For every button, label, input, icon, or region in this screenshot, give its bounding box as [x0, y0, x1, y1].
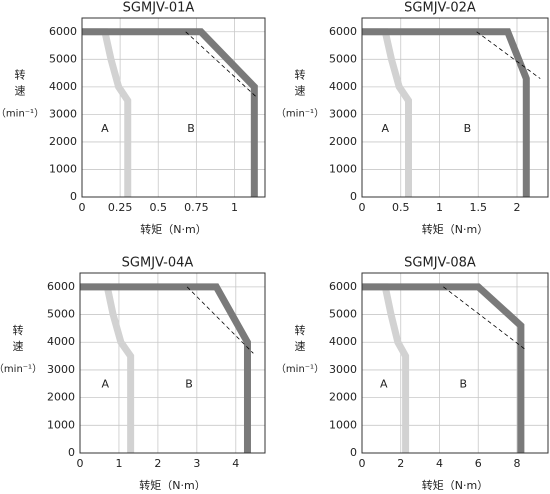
y-tick-label: 6000 [329, 280, 357, 293]
curve [362, 28, 530, 197]
y-tick-label: 3000 [47, 363, 75, 376]
chart-title: SGMJV-08A [404, 256, 476, 271]
y-tick-label: 2000 [329, 391, 357, 404]
region-label: A [380, 378, 388, 391]
plot-frame [79, 272, 266, 454]
panel: 0 1000 2000 3000 4000 5000 6000 0 2 4 6 8 A B SGMJV-08… [276, 256, 549, 492]
y-axis-label: 转 [13, 323, 24, 337]
y-tick-label: 3000 [329, 107, 357, 120]
dashed-line [186, 286, 254, 354]
y-tick-label: 5000 [49, 52, 77, 65]
dashed-line [476, 31, 541, 79]
x-tick-label: 0 [79, 201, 86, 214]
chart-title: SGMJV-02A [404, 1, 476, 16]
dashed-line [185, 31, 258, 99]
x-tick-label: 0.25 [108, 201, 133, 214]
x-tick-label: 6 [475, 457, 482, 470]
region-label: B [187, 122, 195, 135]
curve [80, 283, 251, 453]
y-tick-label: 1000 [329, 162, 357, 175]
y-tick-label: 3000 [49, 107, 77, 120]
y-axis-label: 转 [15, 68, 26, 82]
x-tick-label: 4 [436, 457, 443, 470]
curve [362, 283, 525, 453]
x-axis-label: 转矩（N·m） [139, 478, 205, 490]
region-label: A [101, 122, 109, 135]
y-tick-label: 1000 [49, 162, 77, 175]
plot-frame [361, 17, 549, 198]
region-label: A [381, 122, 389, 135]
x-tick-label: 1 [231, 201, 238, 214]
y-tick-label: 1000 [47, 418, 75, 431]
x-tick-label: 2 [514, 201, 521, 214]
y-tick-label: 0 [70, 190, 77, 203]
x-tick-label: 0.75 [184, 201, 209, 214]
y-tick-label: 5000 [329, 308, 357, 321]
y-axis-label: 速 [295, 85, 306, 98]
x-tick-label: 0 [359, 201, 366, 214]
y-tick-label: 0 [350, 190, 357, 203]
x-tick-label: 4 [232, 457, 239, 470]
x-tick-label: 1 [436, 201, 443, 214]
chart-title: SGMJV-01A [123, 1, 195, 16]
y-tick-label: 5000 [47, 308, 75, 321]
x-axis-label: 转矩（N·m） [422, 478, 488, 490]
curve [82, 28, 258, 197]
y-tick-label: 4000 [329, 80, 357, 93]
chart-title: SGMJV-04A [122, 256, 194, 271]
y-tick-label: 3000 [329, 363, 357, 376]
y-axis-label: 转 [295, 323, 306, 337]
y-axis-label: 速 [295, 340, 306, 353]
plot-frame [81, 17, 266, 198]
y-axis-unit: （min⁻¹） [0, 108, 44, 120]
dashed-line [443, 286, 527, 351]
x-tick-label: 0.5 [150, 201, 168, 214]
x-tick-label: 8 [514, 457, 521, 470]
y-axis-label: 速 [13, 340, 24, 353]
x-tick-label: 1.5 [470, 201, 488, 214]
y-tick-label: 4000 [49, 80, 77, 93]
y-tick-label: 2000 [329, 135, 357, 148]
y-tick-label: 6000 [329, 25, 357, 38]
x-tick-label: 0 [77, 457, 84, 470]
x-tick-label: 0.5 [392, 201, 410, 214]
y-tick-label: 6000 [47, 280, 75, 293]
panel: 0 1000 2000 3000 4000 5000 6000 0 1 2 3 4 A B SGMJV-04… [0, 256, 266, 492]
x-tick-label: 2 [397, 457, 404, 470]
x-axis-label: 转矩（N·m） [140, 222, 206, 236]
plot-frame [361, 272, 549, 454]
y-tick-label: 4000 [329, 335, 357, 348]
x-tick-label: 0 [359, 457, 366, 470]
y-axis-label: 速 [15, 85, 26, 98]
y-tick-label: 6000 [49, 25, 77, 38]
region-label: B [464, 122, 472, 135]
y-tick-label: 5000 [329, 52, 357, 65]
region-label: A [102, 378, 110, 391]
y-tick-label: 2000 [49, 135, 77, 148]
x-tick-label: 2 [154, 457, 161, 470]
x-axis-label: 转矩（N·m） [422, 222, 488, 236]
panel: 0 1000 2000 3000 4000 5000 6000 0 0.25 0.5 0.75 1 A B… [0, 1, 266, 236]
y-tick-label: 1000 [329, 418, 357, 431]
y-axis-label: 转 [295, 68, 306, 82]
region-label: B [459, 378, 467, 391]
y-tick-label: 4000 [47, 335, 75, 348]
y-tick-label: 0 [350, 446, 357, 459]
y-axis-unit: （min⁻¹） [276, 363, 324, 375]
panel: 0 1000 2000 3000 4000 5000 6000 0 0.5 1 1.5 2 A B SGMJ… [276, 1, 549, 236]
y-axis-unit: （min⁻¹） [276, 108, 324, 120]
y-axis-unit: （min⁻¹） [0, 363, 42, 375]
x-tick-label: 3 [193, 457, 200, 470]
y-tick-label: 2000 [47, 391, 75, 404]
y-tick-label: 0 [68, 446, 75, 459]
region-label: B [185, 378, 193, 391]
x-tick-label: 1 [115, 457, 122, 470]
